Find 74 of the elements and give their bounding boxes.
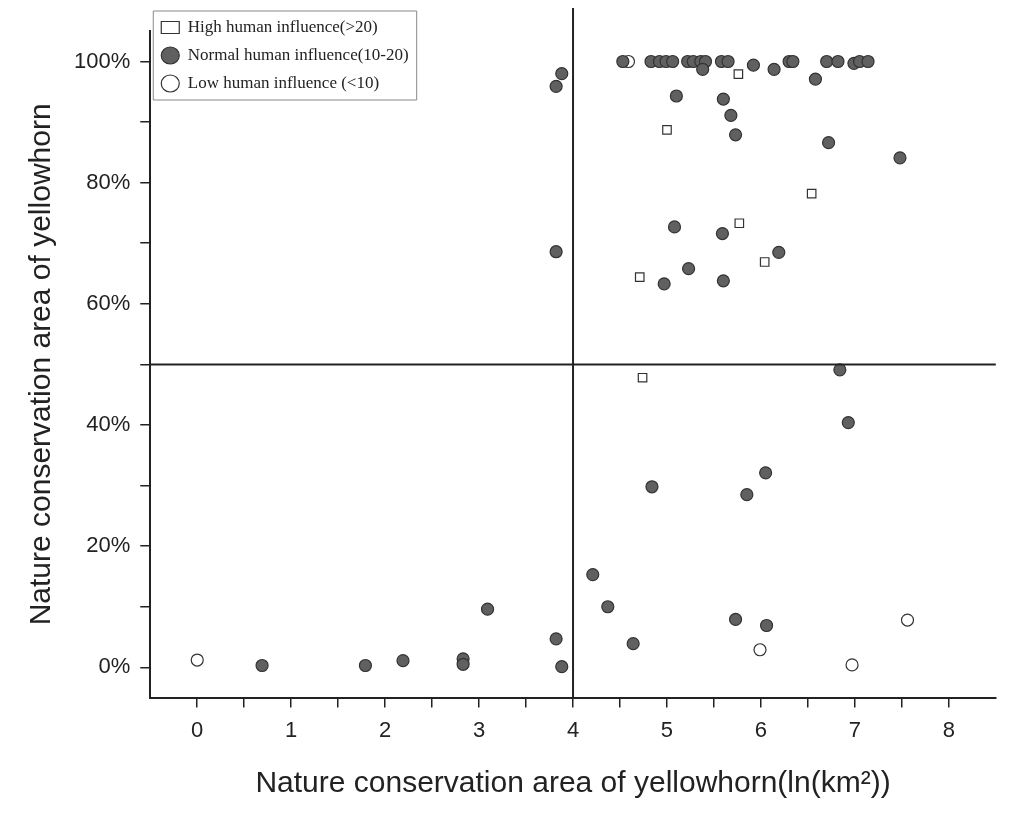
legend-label: Low human influence (<10) — [187, 72, 380, 92]
y-tick-label: 100% — [73, 47, 131, 73]
point — [667, 220, 682, 234]
point — [833, 363, 847, 377]
point — [746, 58, 761, 72]
point — [724, 108, 738, 123]
legend-label: Normal human influence(10-20) — [187, 44, 409, 64]
point — [601, 600, 615, 614]
point — [549, 245, 563, 259]
point — [626, 637, 640, 651]
x-tick-label: 4 — [566, 716, 580, 742]
point — [396, 654, 410, 668]
y-tick-label: 20% — [86, 532, 131, 558]
point — [841, 415, 855, 430]
point — [549, 632, 563, 646]
point — [728, 128, 743, 142]
point — [831, 54, 845, 69]
point — [820, 54, 834, 69]
x-tick-label: 2 — [379, 716, 392, 742]
point — [759, 466, 773, 480]
point — [733, 69, 744, 80]
point — [716, 274, 730, 288]
point — [845, 658, 859, 672]
point — [728, 612, 743, 627]
point — [716, 92, 730, 106]
point — [657, 277, 671, 291]
point — [861, 54, 875, 69]
point — [358, 658, 373, 673]
y-tick-label: 0% — [98, 653, 131, 679]
x-tick-label: 1 — [285, 716, 298, 742]
point — [740, 488, 754, 502]
x-tick-label: 8 — [942, 716, 955, 742]
point — [586, 568, 600, 582]
point — [808, 72, 823, 86]
point — [637, 372, 648, 383]
point — [806, 188, 817, 199]
x-tick-label: 0 — [191, 716, 204, 742]
point — [555, 67, 569, 81]
point — [786, 54, 800, 69]
point — [734, 218, 745, 229]
point — [669, 89, 683, 103]
point — [666, 54, 680, 69]
point — [555, 660, 569, 674]
point — [721, 54, 735, 69]
point — [821, 136, 836, 150]
point — [480, 602, 495, 616]
point — [893, 151, 907, 165]
x-axis-title: Nature conservation area of yellowhorn(ln(km²)) — [255, 765, 891, 799]
x-tick-label: 5 — [660, 716, 674, 742]
point — [715, 226, 730, 241]
y-tick-label: 80% — [86, 168, 131, 194]
point — [634, 272, 645, 282]
point — [696, 62, 710, 76]
point — [759, 257, 770, 267]
point — [549, 79, 563, 93]
point — [767, 62, 781, 76]
point — [900, 613, 915, 627]
point — [772, 245, 786, 259]
point — [255, 658, 269, 673]
x-tick-label: 6 — [754, 716, 768, 742]
point — [645, 480, 659, 494]
point — [662, 125, 672, 135]
y-axis-title: Nature conservation area of yellowhorn — [23, 103, 57, 626]
point — [190, 653, 204, 667]
y-tick-label: 60% — [86, 289, 131, 315]
x-tick-label: 7 — [848, 716, 861, 742]
point — [753, 643, 767, 657]
point — [681, 262, 696, 276]
point — [616, 54, 630, 69]
x-tick-label: 3 — [472, 716, 486, 742]
point — [456, 657, 470, 671]
legend-label: High human influence(>20) — [187, 16, 378, 36]
point — [759, 618, 774, 633]
y-tick-label: 40% — [86, 411, 131, 437]
